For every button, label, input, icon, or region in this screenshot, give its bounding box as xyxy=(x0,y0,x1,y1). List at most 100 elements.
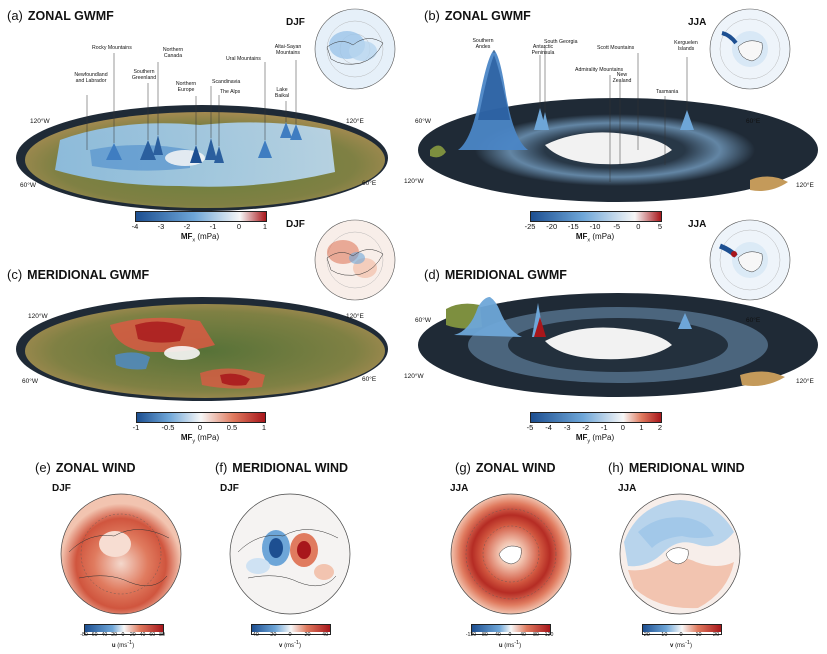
panel-c-colorbar-label: MFy (mPa) xyxy=(180,433,220,445)
panel-c-label: (c) MERIDIONAL GWMF xyxy=(7,267,149,282)
cb-tick: 60 xyxy=(149,632,156,638)
panel-b-annot-georgia: South Georgia xyxy=(544,39,578,45)
panel-c-lon-120w: 120°W xyxy=(28,313,48,320)
panel-d-antarctica xyxy=(545,327,672,360)
cb-tick: -10 xyxy=(589,222,601,231)
panel-a-annot-greenland: Southern Greenland xyxy=(131,69,157,81)
panel-d-globe-map xyxy=(418,293,818,397)
cb-tick: -0.5 xyxy=(161,423,175,432)
panel-a-annot-europe: Northern Europe xyxy=(175,81,197,93)
panel-g-polar-map xyxy=(450,493,572,615)
cb-tick: 1 xyxy=(639,423,644,432)
cb-tick: 2 xyxy=(657,423,663,432)
cb-tick: -80 xyxy=(480,632,488,638)
cb-tick: -5 xyxy=(613,222,621,231)
cb-tick: -40 xyxy=(99,632,108,638)
panel-b-annot-peninsula: Antarctic Peninsula xyxy=(531,44,555,56)
cb-tick: 0 xyxy=(288,632,292,638)
panel-e-title: ZONAL WIND xyxy=(55,461,136,475)
cb-tick: 0 xyxy=(197,423,203,432)
panel-d-lon-60e: 60°E xyxy=(746,317,761,324)
panel-a-tag: (a) xyxy=(7,8,23,23)
panel-b-lon-120w: 120°W xyxy=(404,178,424,185)
panel-a-annot-canada: Northern Canada xyxy=(162,47,184,59)
panel-b-annot-scott: Scott Mountains xyxy=(597,45,635,51)
panel-f-colorbar-ticks: -40 -20 0 20 40 xyxy=(251,632,329,640)
panel-g-title: ZONAL WIND xyxy=(475,461,556,475)
panel-a: (a) ZONAL GWMF DJF xyxy=(0,0,410,245)
panel-d-colorbar-label: MFy (mPa) xyxy=(575,433,615,445)
panel-c-lon-60e: 60°E xyxy=(362,376,377,383)
panel-a-peak-baikal xyxy=(280,122,292,138)
cb-tick: -10 xyxy=(659,632,668,638)
panel-f-label: (f) MERIDIONAL WIND xyxy=(215,460,348,475)
cb-tick: -2 xyxy=(183,222,191,231)
panel-d-peak-peninsula-red xyxy=(534,317,546,337)
panel-b-label: (b) ZONAL GWMF xyxy=(424,8,531,23)
panel-d-label: (d) MERIDIONAL GWMF xyxy=(424,267,567,282)
cb-tick: 40 xyxy=(322,632,329,638)
panel-b-peak-georgia xyxy=(541,112,549,130)
panel-a-annot-scandinavia: Scandinavia xyxy=(212,79,241,85)
panel-d-inset-polar-map xyxy=(709,219,791,301)
panel-b-annot-kerguelen: Kerguelen Islands xyxy=(674,40,698,52)
panel-d-colorbar xyxy=(530,412,662,423)
panel-b-colorbar xyxy=(530,211,662,222)
cb-tick: -3 xyxy=(157,222,165,231)
panel-a-annot-newfoundland: Newfoundland and Labrador xyxy=(74,72,108,84)
cb-tick: 0 xyxy=(121,632,125,638)
panel-d-title: MERIDIONAL GWMF xyxy=(444,268,567,282)
panel-b-antarctica xyxy=(545,132,672,165)
panel-g-colorbar-label: u (ms-1) xyxy=(498,640,522,649)
panel-a-colorbar xyxy=(135,211,267,222)
cb-tick: 0.5 xyxy=(226,423,238,432)
panel-d-peak-andes xyxy=(454,297,522,337)
panel-a-peak-canada xyxy=(153,135,163,155)
cb-tick: -1 xyxy=(600,423,608,432)
panel-f-colorbar-label: v (ms-1) xyxy=(279,640,301,649)
panel-c-inset-polar-map xyxy=(314,219,396,301)
panel-a-annot-ural: Ural Mountains xyxy=(226,56,261,62)
panel-a-peak-greenland xyxy=(140,140,156,160)
panel-d-lon-120e: 120°E xyxy=(796,378,814,385)
panel-h-colorbar-label: v (ms-1) xyxy=(670,640,692,649)
panel-b-lon-60e: 60°E xyxy=(746,118,761,125)
panel-c-tag: (c) xyxy=(7,267,23,282)
cb-tick: -20 xyxy=(109,632,118,638)
cb-tick: 20 xyxy=(304,632,311,638)
panel-e: (e) ZONAL WIND DJF -80 -60 -40 -20 0 20 4… xyxy=(0,450,207,654)
panel-a-annot-rocky: Rocky Mountains xyxy=(92,45,132,51)
panel-h-season: JJA xyxy=(618,483,637,494)
cb-tick: -80 xyxy=(80,632,88,638)
panel-c-title: MERIDIONAL GWMF xyxy=(27,268,150,282)
panel-h-title: MERIDIONAL WIND xyxy=(628,461,745,475)
panel-f-colorbar xyxy=(251,624,331,635)
cb-tick: 80 xyxy=(159,632,165,638)
panel-a-annot-baikal: Lake Baikal xyxy=(274,87,290,99)
panel-h-colorbar-ticks: -20 -10 0 10 20 xyxy=(642,632,720,640)
cb-tick: -40 xyxy=(493,632,501,638)
cb-tick: 20 xyxy=(713,632,720,638)
panel-a-peak-europe xyxy=(190,145,202,163)
panel-b-annot-tasmania: Tasmania xyxy=(656,89,679,95)
cb-tick: -120 xyxy=(465,632,477,638)
cb-tick: -20 xyxy=(546,222,558,231)
panel-b-annot-newzealand: New Zealand xyxy=(612,72,632,84)
cb-tick: -20 xyxy=(641,632,650,638)
panel-a-lon-60w: 60°W xyxy=(20,182,36,189)
panel-e-polar-map xyxy=(60,493,182,615)
panel-a-peak-scandinavia xyxy=(205,138,217,160)
panel-b-lon-60w: 60°W xyxy=(415,118,431,125)
panel-b-annot-andes: Southern Andes xyxy=(472,38,494,50)
panel-e-season: DJF xyxy=(52,483,71,494)
panel-a-peak-altai xyxy=(290,124,302,140)
panel-g: (g) ZONAL WIND JJA -120 -80 -40 0 40 80 1… xyxy=(413,450,598,654)
cb-tick: 0 xyxy=(508,632,512,638)
panel-a-lon-60e: 60°E xyxy=(362,180,377,187)
cb-tick: 40 xyxy=(139,632,146,638)
panel-a-title: ZONAL GWMF xyxy=(27,9,114,23)
panel-b-season: JJA xyxy=(688,17,707,28)
cb-tick: 20 xyxy=(129,632,136,638)
cb-tick: -4 xyxy=(131,222,139,231)
cb-tick: 1 xyxy=(262,222,268,231)
